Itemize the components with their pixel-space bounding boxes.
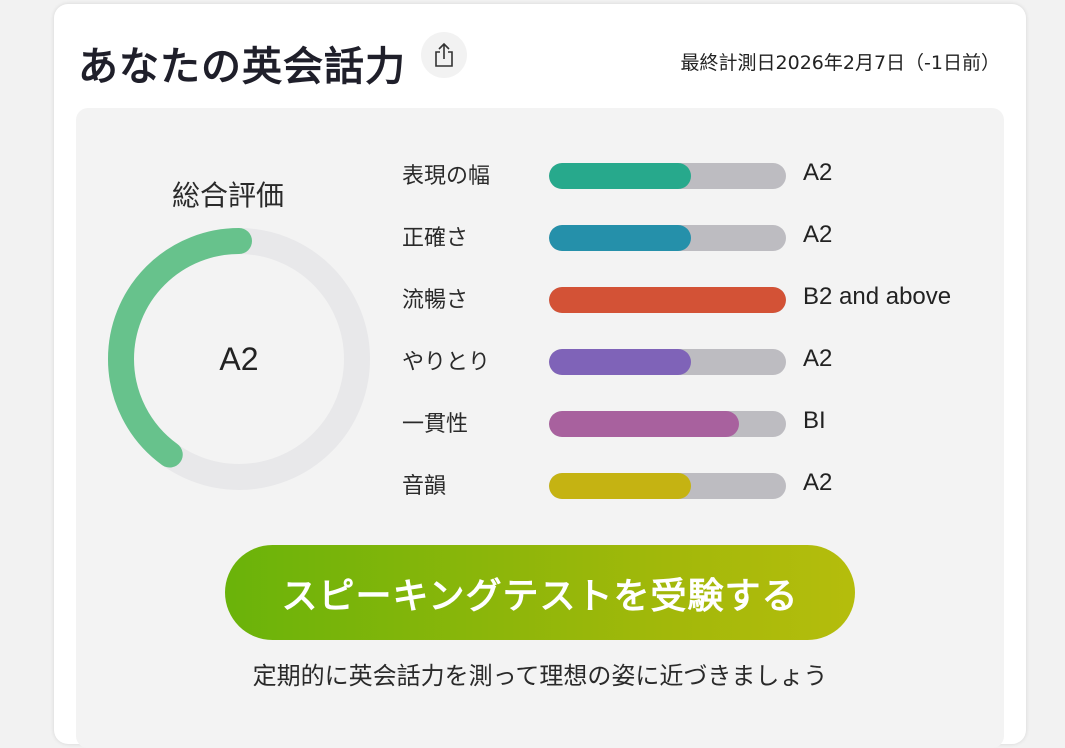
skill-list: 表現の幅 A2 正確さ A2 流暢さ B2 and above やりとり A2 … xyxy=(402,154,1002,526)
skill-label: やりとり xyxy=(402,350,491,375)
skill-bar xyxy=(549,225,786,251)
skill-row-interaction: やりとり A2 xyxy=(402,340,1002,402)
skill-bar-fill xyxy=(549,349,692,375)
skill-level: BI xyxy=(803,407,826,434)
skill-label: 音韻 xyxy=(402,474,447,499)
skill-level: A2 xyxy=(803,469,833,496)
share-icon xyxy=(435,42,453,67)
skill-bar-fill xyxy=(549,163,692,189)
skill-row-coherence: 一貫性 BI xyxy=(402,402,1002,464)
take-speaking-test-label: スピーキングテストを受験する xyxy=(281,574,799,616)
skill-bar xyxy=(549,287,786,313)
skill-bar xyxy=(549,473,786,499)
score-panel: 総合評価 A2 表現の幅 A2 正確さ A2 流暢さ B2 and above xyxy=(76,108,1004,748)
skill-level: A2 xyxy=(803,159,833,186)
skill-row-fluency: 流暢さ B2 and above xyxy=(402,278,1002,340)
skill-bar xyxy=(549,411,786,437)
skill-bar-fill xyxy=(549,225,692,251)
skill-bar-fill xyxy=(549,287,786,313)
take-speaking-test-button[interactable]: スピーキングテストを受験する xyxy=(225,545,855,640)
last-measured-date: 最終計測日2026年2月7日（-1日前） xyxy=(680,52,1000,74)
skill-bar-fill xyxy=(549,411,739,437)
overall-label: 総合評価 xyxy=(172,179,285,212)
skill-label: 正確さ xyxy=(402,226,469,251)
english-skill-card: あなたの英会話力 最終計測日2026年2月7日（-1日前） 総合評価 A2 表現… xyxy=(54,4,1026,748)
skill-label: 一貫性 xyxy=(402,412,469,437)
page-title: あなたの英会話力 xyxy=(78,44,406,90)
skill-bar xyxy=(549,163,786,189)
skill-level: A2 xyxy=(803,345,833,372)
share-button[interactable] xyxy=(421,32,467,78)
skill-bar-fill xyxy=(549,473,692,499)
skill-row-phonology: 音韻 A2 xyxy=(402,464,1002,526)
skill-level: B2 and above xyxy=(803,283,952,310)
skill-level: A2 xyxy=(803,221,833,248)
overall-donut-chart xyxy=(108,228,370,490)
cta-note: 定期的に英会話力を測って理想の姿に近づきましょう xyxy=(252,662,828,690)
skill-row-accuracy: 正確さ A2 xyxy=(402,216,1002,278)
overall-level: A2 xyxy=(219,340,259,377)
skill-row-range: 表現の幅 A2 xyxy=(402,154,1002,216)
skill-label: 流暢さ xyxy=(402,288,469,313)
skill-label: 表現の幅 xyxy=(402,164,491,189)
skill-bar xyxy=(549,349,786,375)
